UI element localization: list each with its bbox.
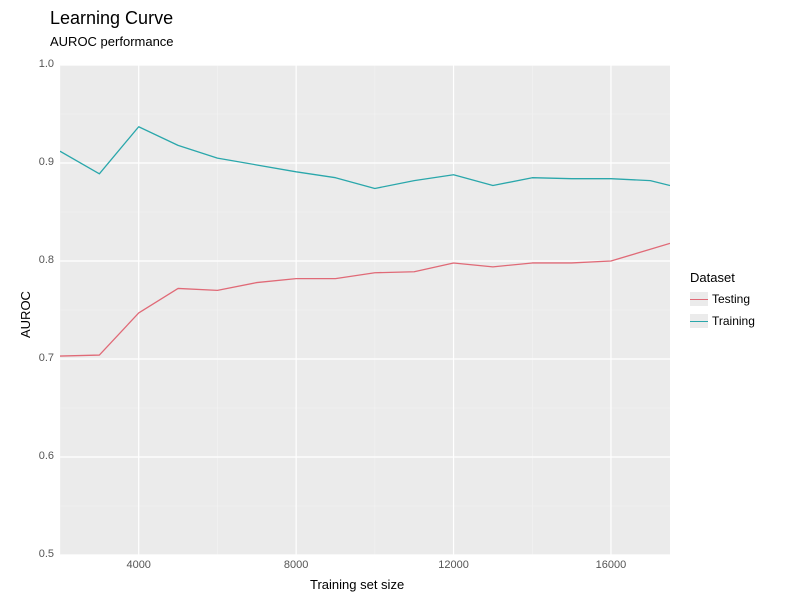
- legend-label: Training: [712, 314, 755, 328]
- y-tick: 0.9: [39, 156, 54, 168]
- series-training: [60, 127, 670, 189]
- legend-label: Testing: [712, 292, 750, 306]
- x-tick: 16000: [593, 559, 629, 571]
- x-tick: 8000: [278, 559, 314, 571]
- legend-item-testing: Testing: [690, 292, 750, 306]
- plot-panel: [60, 65, 670, 555]
- y-tick: 0.8: [39, 254, 54, 266]
- x-tick: 12000: [436, 559, 472, 571]
- x-axis-label: Training set size: [310, 577, 404, 592]
- plot-svg: [60, 65, 670, 555]
- x-tick: 4000: [121, 559, 157, 571]
- legend-swatch: [690, 292, 708, 306]
- chart-title: Learning Curve: [50, 8, 173, 29]
- legend-title: Dataset: [690, 270, 735, 285]
- y-tick: 0.5: [39, 548, 54, 560]
- y-tick: 1.0: [39, 58, 54, 70]
- legend-swatch: [690, 314, 708, 328]
- series-testing: [60, 243, 670, 356]
- y-axis-label: AUROC: [18, 291, 33, 338]
- y-tick: 0.7: [39, 352, 54, 364]
- legend-item-training: Training: [690, 314, 755, 328]
- chart-subtitle: AUROC performance: [50, 34, 174, 49]
- y-tick: 0.6: [39, 450, 54, 462]
